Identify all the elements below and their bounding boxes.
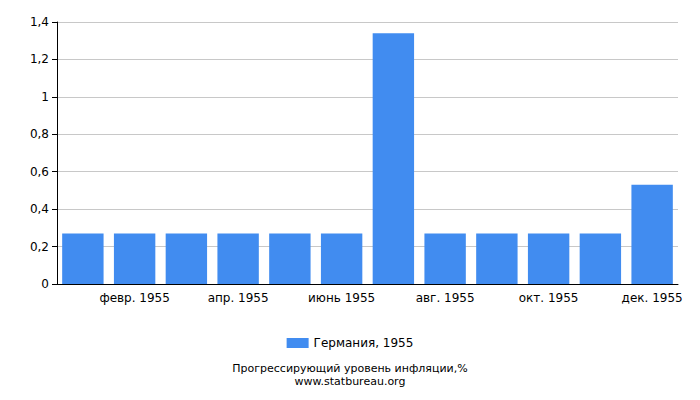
svg-text:0,8: 0,8: [30, 127, 49, 141]
svg-text:1: 1: [41, 90, 49, 104]
svg-text:апр. 1955: апр. 1955: [208, 291, 269, 305]
svg-text:июнь 1955: июнь 1955: [308, 291, 375, 305]
svg-text:0,6: 0,6: [30, 165, 49, 179]
svg-text:февр. 1955: февр. 1955: [99, 291, 170, 305]
svg-text:1,2: 1,2: [30, 52, 49, 66]
svg-text:авг. 1955: авг. 1955: [416, 291, 475, 305]
svg-text:окт. 1955: окт. 1955: [519, 291, 579, 305]
svg-text:0,4: 0,4: [30, 202, 49, 216]
svg-text:Германия, 1955: Германия, 1955: [314, 336, 414, 350]
svg-text:1,4: 1,4: [30, 15, 49, 29]
svg-text:www.statbureau.org: www.statbureau.org: [295, 375, 406, 388]
svg-text:Прогрессирующий уровень инфляц: Прогрессирующий уровень инфляции,%: [232, 362, 467, 375]
svg-text:дек. 1955: дек. 1955: [622, 291, 683, 305]
svg-text:0: 0: [41, 277, 49, 291]
svg-text:0,2: 0,2: [30, 240, 49, 254]
